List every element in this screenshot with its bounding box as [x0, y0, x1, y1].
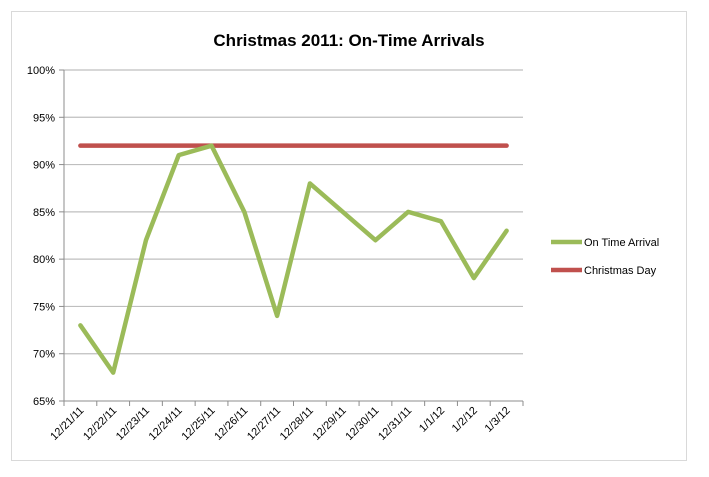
x-tick-label: 12/31/11 — [376, 405, 414, 443]
x-tick-labels: 12/21/1112/22/1112/23/1112/24/1112/25/11… — [48, 405, 512, 443]
axes — [59, 69, 524, 406]
x-tick-label: 12/25/11 — [179, 405, 217, 443]
y-tick-label: 80% — [33, 254, 55, 266]
y-tick-label: 100% — [27, 65, 55, 77]
y-tick-labels: 65% 70% 75% 80% 85% 90% 95% 100% — [27, 65, 55, 408]
y-tick-label: 75% — [33, 301, 55, 313]
x-tick-label: 12/22/11 — [81, 405, 119, 443]
y-tick-label: 95% — [33, 112, 55, 124]
x-tick-label: 1/2/12 — [450, 405, 480, 435]
x-tick-label: 1/3/12 — [483, 405, 513, 435]
chart-title: Christmas 2011: On-Time Arrivals — [213, 31, 484, 50]
x-tick-label: 12/30/11 — [343, 405, 381, 443]
x-tick-label: 12/23/11 — [114, 405, 152, 443]
gridlines — [64, 69, 523, 355]
x-tick-label: 12/28/11 — [278, 405, 316, 443]
x-tick-label: 12/26/11 — [212, 405, 250, 443]
y-tick-label: 90% — [33, 160, 55, 172]
x-tick-label: 1/1/12 — [417, 405, 447, 435]
x-tick-label: 12/29/11 — [311, 405, 349, 443]
x-tick-label: 12/21/11 — [48, 405, 86, 443]
series-lines — [78, 143, 509, 375]
legend: On Time Arrival Christmas Day — [551, 237, 659, 277]
y-tick-label: 70% — [33, 349, 55, 361]
chart-frame — [11, 11, 687, 461]
series-line-on-time-arrival — [78, 143, 509, 375]
x-tick-label: 12/24/11 — [147, 405, 185, 443]
legend-label: Christmas Day — [584, 265, 657, 277]
y-tick-label: 65% — [33, 396, 55, 408]
x-tick-label: 12/27/11 — [245, 405, 283, 443]
y-tick-label: 85% — [33, 207, 55, 219]
legend-label: On Time Arrival — [584, 237, 659, 249]
